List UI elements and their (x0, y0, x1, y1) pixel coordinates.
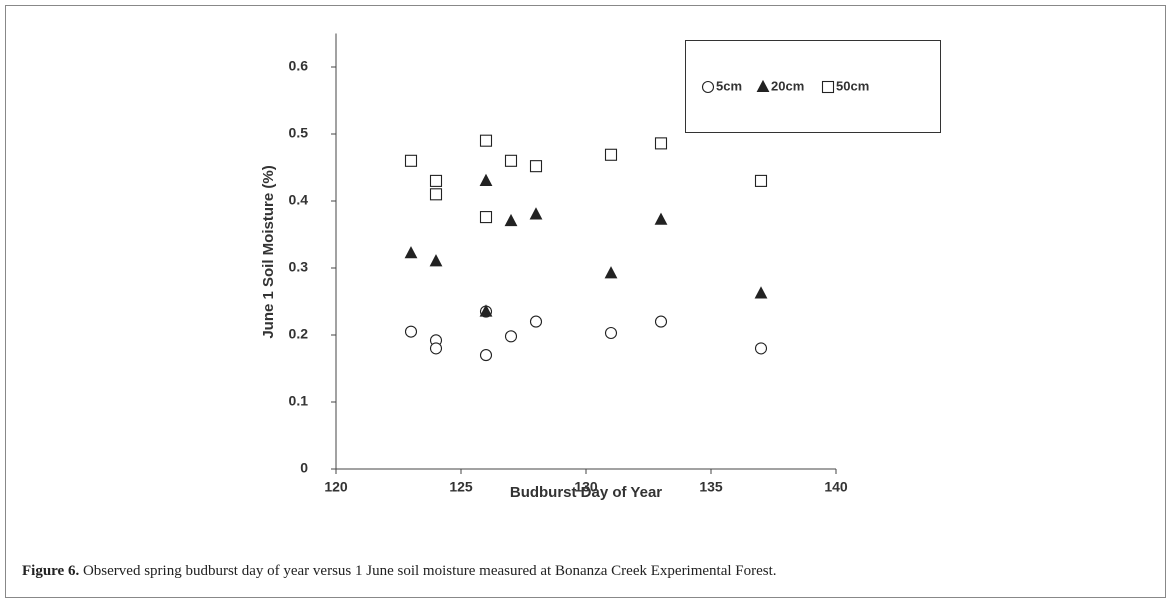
point (504, 213, 518, 227)
x-tick-label: 130 (574, 479, 598, 495)
legend-box (685, 40, 941, 133)
y-tick-label: 0.4 (289, 192, 309, 208)
legend-marker (701, 80, 715, 94)
legend-marker (756, 79, 770, 93)
legend-marker (821, 80, 835, 94)
point (654, 212, 668, 225)
x-tick-label: 135 (699, 479, 723, 495)
point (604, 266, 618, 279)
point (604, 326, 618, 340)
legend-label: 20cm (771, 78, 804, 93)
y-tick-label: 0.5 (289, 125, 309, 141)
point (754, 286, 768, 299)
caption-text: Observed spring budburst day of year ver… (79, 563, 777, 579)
x-tick-label: 140 (824, 479, 848, 495)
legend-label: 5cm (716, 78, 742, 93)
point (404, 246, 418, 259)
y-axis-label: June 1 Soil Moisture (%) (260, 165, 277, 338)
caption: Figure 6. Observed spring budburst day o… (22, 563, 777, 580)
y-tick-label: 0.6 (289, 58, 309, 74)
point (754, 174, 768, 187)
point (429, 254, 443, 267)
caption-label: Figure 6. (22, 563, 80, 579)
point (529, 207, 543, 220)
y-tick-label: 0.1 (289, 393, 309, 409)
y-tick-label: 0.3 (289, 259, 309, 275)
point (529, 160, 543, 173)
point (479, 134, 493, 147)
point (429, 174, 443, 187)
point (504, 330, 518, 343)
point (529, 315, 543, 328)
point (604, 148, 618, 161)
point (504, 154, 518, 167)
point (754, 342, 768, 355)
y-tick-label: 0.2 (289, 326, 309, 342)
point (479, 304, 493, 317)
point (479, 211, 493, 224)
point (404, 154, 418, 167)
x-tick-label: 125 (449, 479, 473, 495)
point (429, 342, 443, 355)
figure-border (5, 5, 1166, 598)
legend-label: 50cm (836, 78, 869, 93)
x-tick-label: 120 (324, 479, 348, 495)
point (404, 325, 418, 338)
x-axis-label: Budburst Day of Year (510, 484, 662, 501)
point (429, 188, 443, 201)
point (479, 173, 493, 186)
y-tick-label: 0 (300, 460, 308, 476)
point (654, 315, 668, 328)
point (654, 137, 668, 150)
point (479, 349, 493, 362)
